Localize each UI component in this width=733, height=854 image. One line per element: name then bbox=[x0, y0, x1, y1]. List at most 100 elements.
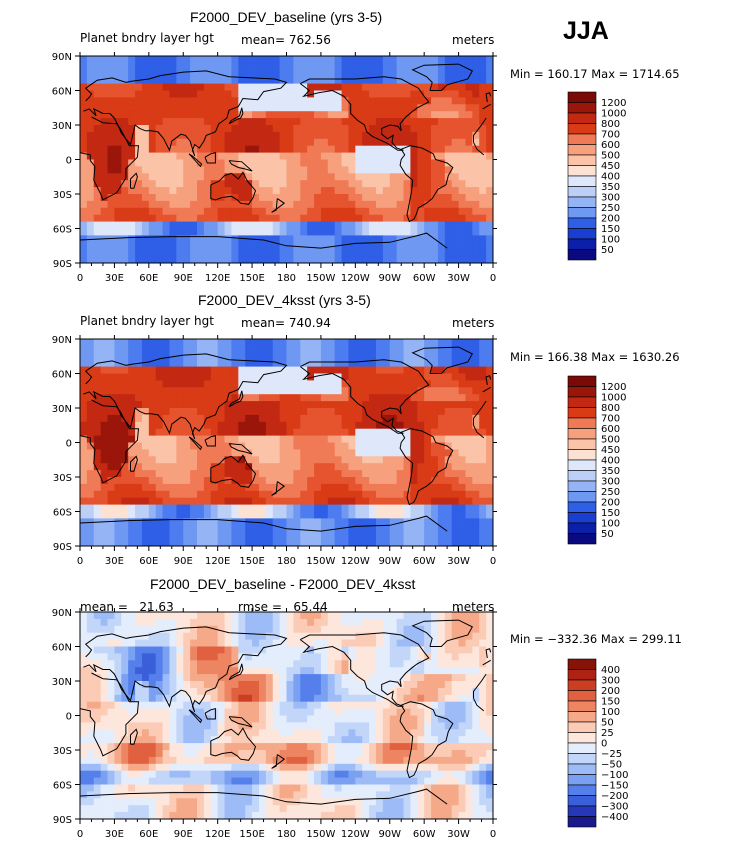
heatmap-cell bbox=[465, 729, 473, 737]
heatmap-cell bbox=[472, 118, 480, 126]
heatmap-cell bbox=[176, 463, 184, 471]
heatmap-cell bbox=[465, 249, 473, 257]
heatmap-cell bbox=[300, 612, 308, 620]
heatmap-cell bbox=[417, 228, 425, 236]
heatmap-cell bbox=[217, 352, 225, 361]
heatmap-cell bbox=[197, 511, 205, 519]
heatmap-cell bbox=[334, 131, 342, 140]
heatmap-cell bbox=[224, 69, 232, 78]
heatmap-cell bbox=[155, 715, 163, 723]
heatmap-cell bbox=[341, 625, 349, 634]
heatmap-cell bbox=[265, 145, 274, 153]
heatmap-cell bbox=[327, 722, 336, 730]
heatmap-cell bbox=[355, 194, 363, 202]
heatmap-cell bbox=[410, 694, 418, 703]
heatmap-cell bbox=[148, 456, 157, 464]
heatmap-cell bbox=[437, 408, 446, 416]
heatmap-cell bbox=[479, 653, 487, 661]
heatmap-cell bbox=[258, 414, 267, 423]
heatmap-cell bbox=[431, 187, 439, 195]
heatmap-cell bbox=[389, 125, 398, 133]
heatmap-cell bbox=[382, 667, 391, 675]
heatmap-cell bbox=[424, 694, 432, 703]
heatmap-cell bbox=[141, 104, 150, 112]
heatmap-cell bbox=[231, 200, 239, 209]
heatmap-cell bbox=[375, 428, 384, 436]
heatmap-cell bbox=[472, 56, 480, 64]
heatmap-cell bbox=[272, 111, 281, 119]
heatmap-cell bbox=[396, 612, 404, 620]
heatmap-cell bbox=[176, 435, 184, 443]
heatmap-cell bbox=[300, 111, 308, 119]
heatmap-cell bbox=[396, 152, 404, 160]
heatmap-cell bbox=[437, 525, 446, 533]
heatmap-cell bbox=[135, 145, 143, 153]
heatmap-cell bbox=[314, 694, 322, 703]
heatmap-cell bbox=[479, 504, 487, 512]
heatmap-cell bbox=[176, 359, 184, 367]
heatmap-cell bbox=[176, 352, 184, 361]
heatmap-cell bbox=[238, 687, 246, 696]
heatmap-cell bbox=[114, 618, 122, 627]
heatmap-cell bbox=[486, 660, 494, 668]
heatmap-cell bbox=[403, 667, 411, 675]
heatmap-cell bbox=[348, 701, 356, 709]
heatmap-cell bbox=[93, 221, 102, 229]
heatmap-cell bbox=[141, 618, 150, 627]
heatmap-cell bbox=[431, 62, 439, 71]
heatmap-cell bbox=[114, 497, 122, 505]
heatmap-cell bbox=[231, 646, 239, 654]
heatmap-cell bbox=[341, 387, 349, 395]
colorbar-box bbox=[567, 249, 597, 261]
heatmap-cell bbox=[190, 373, 198, 381]
heatmap-cell bbox=[286, 435, 294, 443]
heatmap-cell bbox=[272, 518, 281, 526]
heatmap-cell bbox=[424, 118, 432, 126]
heatmap-cell bbox=[252, 173, 260, 181]
heatmap-cell bbox=[217, 249, 225, 257]
heatmap-cell bbox=[80, 660, 88, 668]
heatmap-cell bbox=[80, 525, 88, 533]
heatmap-cell bbox=[162, 373, 170, 381]
heatmap-cell bbox=[135, 449, 143, 457]
heatmap-cell bbox=[314, 525, 322, 533]
heatmap-cell bbox=[375, 470, 384, 478]
heatmap-cell bbox=[162, 125, 170, 133]
heatmap-cell bbox=[479, 428, 487, 436]
heatmap-cell bbox=[341, 674, 349, 682]
heatmap-cell bbox=[203, 701, 212, 709]
heatmap-cell bbox=[444, 681, 453, 689]
heatmap-cell bbox=[86, 345, 95, 354]
heatmap-cell bbox=[458, 428, 466, 436]
heatmap-cell bbox=[479, 511, 487, 519]
panel-1-map: 0 30E 60E 90E 120E 150E 180 150W 120W 90W 60W 30W 09… bbox=[52, 52, 497, 284]
heatmap-cell bbox=[486, 632, 494, 640]
heatmap-cell bbox=[238, 194, 246, 202]
heatmap-cell bbox=[451, 674, 459, 682]
heatmap-cell bbox=[121, 249, 129, 257]
heatmap-cell bbox=[258, 180, 267, 188]
heatmap-cell bbox=[417, 687, 425, 696]
heatmap-cell bbox=[107, 352, 115, 361]
heatmap-cell bbox=[176, 118, 184, 126]
heatmap-cell bbox=[100, 694, 108, 703]
heatmap-cell bbox=[265, 62, 274, 71]
heatmap-cell bbox=[190, 366, 198, 374]
heatmap-cell bbox=[183, 138, 191, 147]
heatmap-cell bbox=[265, 618, 274, 627]
heatmap-cell bbox=[162, 483, 170, 492]
heatmap-cell bbox=[465, 125, 473, 133]
heatmap-cell bbox=[86, 414, 95, 423]
heatmap-cell bbox=[231, 131, 239, 140]
heatmap-cell bbox=[389, 235, 398, 243]
heatmap-cell bbox=[348, 490, 356, 499]
heatmap-cell bbox=[135, 69, 143, 78]
heatmap-cell bbox=[86, 612, 95, 620]
heatmap-cell bbox=[479, 69, 487, 78]
heatmap-cell bbox=[100, 463, 108, 471]
heatmap-cell bbox=[224, 435, 232, 443]
heatmap-cell bbox=[451, 180, 459, 188]
heatmap-cell bbox=[417, 104, 425, 112]
heatmap-cell bbox=[231, 242, 239, 250]
heatmap-cell bbox=[382, 125, 391, 133]
